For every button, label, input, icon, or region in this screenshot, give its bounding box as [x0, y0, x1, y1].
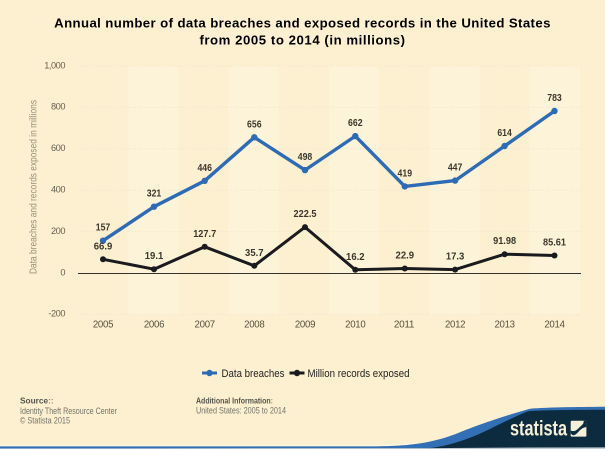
svg-text:© Statista 2015: © Statista 2015 [20, 416, 70, 426]
svg-text:91.98: 91.98 [493, 236, 516, 247]
svg-text:400: 400 [51, 185, 65, 195]
svg-text:-200: -200 [48, 309, 65, 319]
svg-text:85.61: 85.61 [543, 238, 566, 249]
svg-text:Data breaches: Data breaches [222, 368, 285, 380]
svg-text:2011: 2011 [394, 320, 415, 331]
svg-text:800: 800 [51, 102, 65, 112]
svg-text:2007: 2007 [195, 320, 216, 331]
svg-text:from 2005 to 2014 (in millions: from 2005 to 2014 (in millions) [199, 33, 405, 48]
svg-text:446: 446 [197, 163, 212, 174]
svg-text:2013: 2013 [494, 320, 515, 331]
svg-text:statista: statista [510, 417, 567, 440]
svg-text:0: 0 [60, 267, 65, 277]
svg-text:498: 498 [298, 152, 313, 163]
svg-text:22.9: 22.9 [396, 251, 415, 262]
svg-text:66.9: 66.9 [94, 241, 113, 252]
svg-text:662: 662 [348, 118, 363, 129]
svg-text:Identity Theft Resource Center: Identity Theft Resource Center [20, 406, 117, 416]
svg-text:2005: 2005 [93, 320, 114, 331]
svg-text:2014: 2014 [544, 320, 565, 331]
svg-text:783: 783 [547, 93, 562, 104]
svg-text:656: 656 [247, 119, 262, 130]
svg-text:Additional Information:: Additional Information: [196, 396, 273, 406]
svg-text:157: 157 [96, 223, 111, 234]
svg-text:Source::: Source:: [20, 396, 54, 406]
svg-text:200: 200 [51, 226, 65, 236]
svg-text:Annual number of data breaches: Annual number of data breaches and expos… [54, 16, 551, 31]
svg-text:17.3: 17.3 [446, 252, 465, 263]
svg-text:127.7: 127.7 [193, 229, 216, 240]
svg-text:19.1: 19.1 [145, 251, 164, 262]
svg-text:447: 447 [448, 163, 463, 174]
svg-text:419: 419 [398, 168, 413, 179]
svg-text:2010: 2010 [345, 320, 366, 331]
svg-text:35.7: 35.7 [245, 248, 264, 259]
svg-text:2006: 2006 [144, 320, 165, 331]
svg-text:2009: 2009 [295, 320, 316, 331]
svg-text:2008: 2008 [244, 320, 265, 331]
svg-text:222.5: 222.5 [294, 209, 317, 220]
svg-text:Million records exposed: Million records exposed [308, 368, 410, 380]
svg-text:Data breaches and records expo: Data breaches and records exposed in mil… [29, 100, 40, 274]
svg-text:1,000: 1,000 [44, 60, 65, 70]
svg-text:United States: 2005 to 2014: United States: 2005 to 2014 [196, 406, 286, 416]
svg-text:321: 321 [147, 189, 162, 200]
svg-text:614: 614 [497, 128, 512, 139]
svg-text:16.2: 16.2 [346, 252, 365, 263]
svg-text:2012: 2012 [445, 320, 466, 331]
svg-text:600: 600 [51, 143, 65, 153]
